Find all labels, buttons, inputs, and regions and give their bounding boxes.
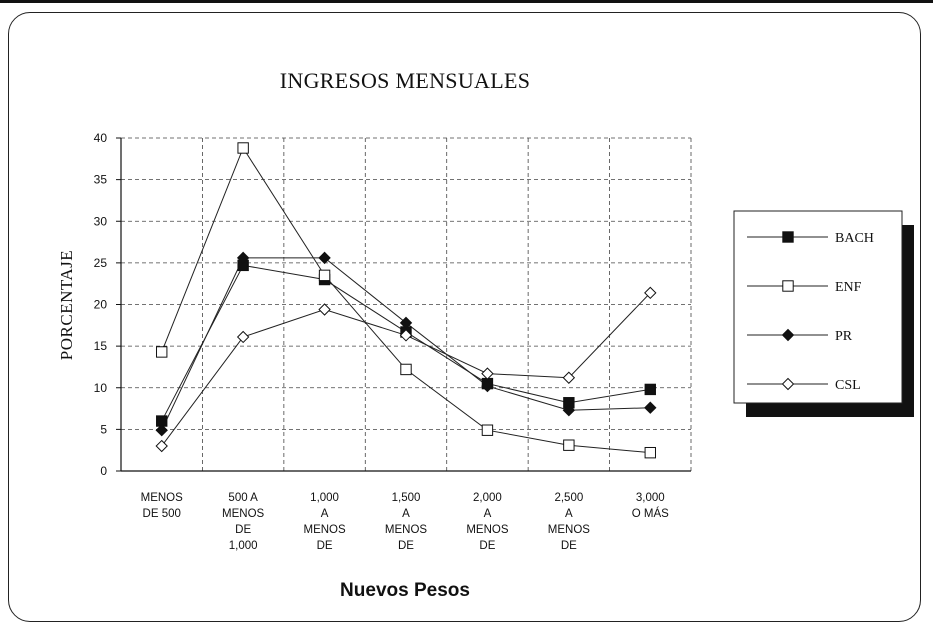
point-enf xyxy=(400,363,412,376)
point-csl xyxy=(155,439,168,453)
point-enf xyxy=(237,142,249,154)
point-csl xyxy=(236,330,250,344)
point-pr xyxy=(236,251,250,265)
point-enf xyxy=(156,346,168,358)
x-tick-labels: MENOS DE 500 500 A MENOS DE 1,000 1,000 A MENOS D… xyxy=(141,492,670,552)
legend-label-csl: CSL xyxy=(835,378,861,393)
y-tick-label: 25 xyxy=(94,256,108,270)
series-line-pr xyxy=(161,257,651,431)
y-tick-labels: 0 5 10 15 20 25 30 35 40 xyxy=(94,131,108,478)
x-tick-label: 1,000 A MENOS DE xyxy=(303,492,346,552)
chart-frame xyxy=(8,12,921,622)
legend: BACH ENF PR CSL xyxy=(733,210,914,417)
legend-marker-csl xyxy=(781,377,795,391)
x-tick-label: 500 A MENOS DE 1,000 xyxy=(222,492,265,552)
point-enf xyxy=(318,269,331,282)
legend-label-enf: ENF xyxy=(835,280,862,295)
legend-marker-enf xyxy=(782,280,794,292)
point-enf xyxy=(481,424,494,436)
y-tick-label: 30 xyxy=(94,214,108,228)
x-tick-label: 3,000 O MÁS xyxy=(632,492,669,520)
point-csl xyxy=(481,367,494,380)
y-tick-label: 35 xyxy=(94,173,108,187)
y-tick-label: 20 xyxy=(94,298,108,312)
y-tick-label: 0 xyxy=(100,464,107,478)
y-tick-label: 10 xyxy=(94,381,108,395)
point-pr xyxy=(562,404,576,417)
point-pr xyxy=(399,316,413,330)
series-group xyxy=(155,142,657,459)
y-tick-label: 40 xyxy=(94,131,108,145)
point-enf xyxy=(644,446,656,459)
point-csl xyxy=(644,286,657,300)
legend-marker-pr xyxy=(781,328,795,342)
chart-title: INGRESOS MENSUALES xyxy=(280,68,530,93)
series-line-bach xyxy=(161,264,651,422)
y-tick-label: 5 xyxy=(100,422,107,436)
x-tick-label: 2,000 A MENOS DE xyxy=(466,492,509,552)
x-tick-label: 1,500 A MENOS DE xyxy=(385,492,428,552)
legend-box xyxy=(733,210,903,404)
series-line-enf xyxy=(161,146,651,454)
legend-marker-bach xyxy=(782,231,794,243)
legend-label-bach: BACH xyxy=(835,231,874,246)
point-pr xyxy=(644,401,657,414)
point-pr xyxy=(318,251,331,265)
legend-label-pr: PR xyxy=(835,329,853,344)
axes xyxy=(116,137,691,472)
x-tick-label: 2,500 A MENOS DE xyxy=(548,492,591,552)
y-axis-label: PORCENTAJE xyxy=(57,250,76,360)
point-pr xyxy=(481,379,494,393)
grid xyxy=(121,137,692,471)
point-csl xyxy=(399,329,413,342)
point-csl xyxy=(562,371,576,384)
point-pr xyxy=(155,424,168,437)
point-enf xyxy=(563,439,575,451)
point-csl xyxy=(318,303,331,316)
top-rule xyxy=(0,0,933,3)
y-tick-label: 15 xyxy=(94,339,108,353)
x-axis-label: Nuevos Pesos xyxy=(340,580,470,601)
point-bach xyxy=(644,383,656,396)
x-tick-label: MENOS DE 500 xyxy=(141,492,184,520)
